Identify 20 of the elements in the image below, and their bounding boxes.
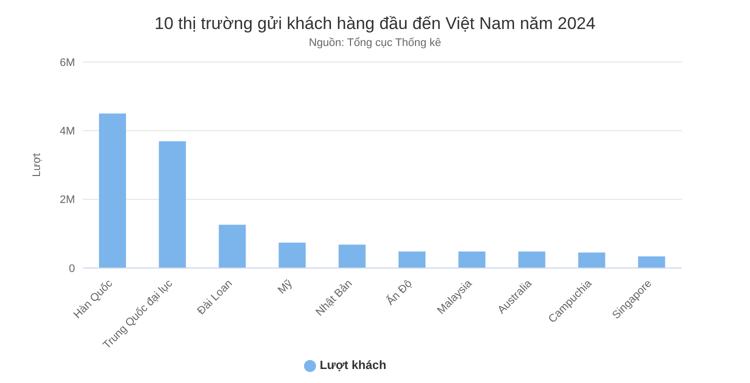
- bar: [158, 141, 186, 268]
- chart-title: 10 thị trường gửi khách hàng đầu đến Việt Nam năm 2024: [154, 13, 596, 34]
- x-tick-label: Mỹ: [276, 277, 296, 296]
- y-axis-title: Lượt: [30, 153, 43, 177]
- y-tick-label: 2M: [60, 194, 75, 206]
- y-tick-label: 4M: [60, 126, 75, 138]
- bar: [638, 256, 666, 268]
- bar: [518, 252, 546, 268]
- bar: [578, 252, 606, 268]
- legend-label: Lượt khách: [320, 358, 386, 372]
- y-tick-label: 0: [68, 262, 75, 275]
- chart-subtitle: Nguồn: Tổng cục Thống kê: [308, 37, 442, 49]
- bar: [218, 224, 246, 268]
- bar: [278, 242, 306, 268]
- x-tick-label: Ấn Độ: [384, 276, 415, 308]
- bar: [99, 114, 126, 268]
- bar: [398, 252, 426, 268]
- bar: [338, 244, 366, 268]
- bar: [458, 252, 486, 268]
- y-tick-label: 6M: [60, 56, 75, 69]
